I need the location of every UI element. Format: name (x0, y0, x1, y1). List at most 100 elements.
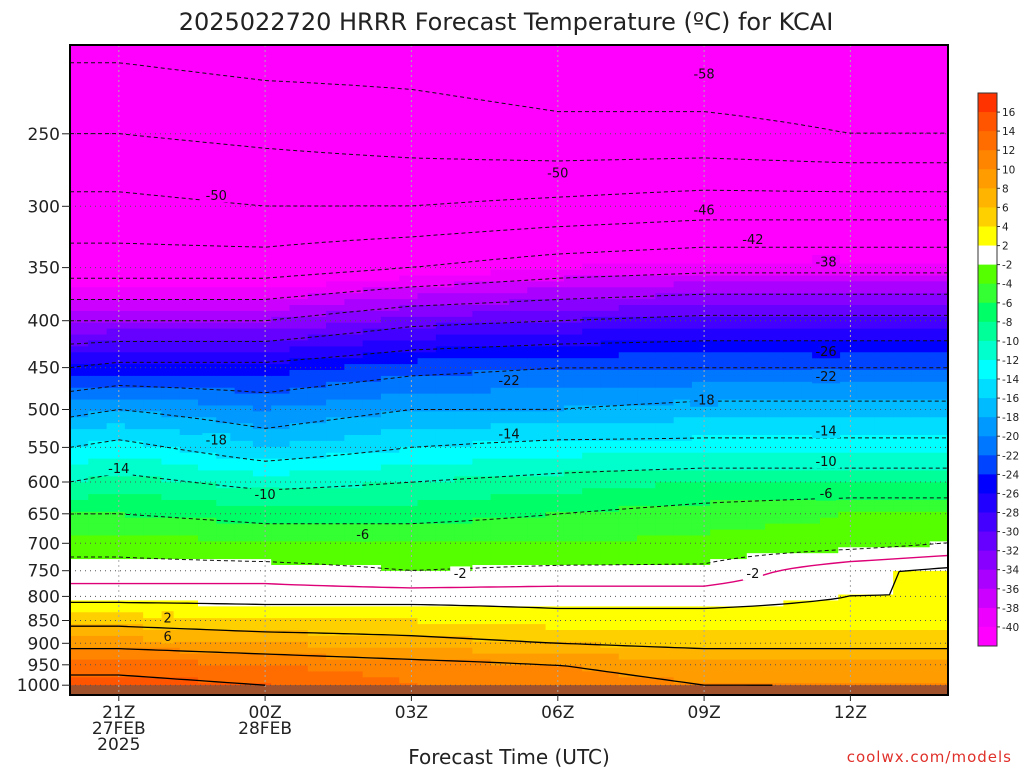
fill-cell (545, 358, 565, 365)
fill-cell (710, 635, 730, 643)
fill-cell (88, 612, 108, 619)
fill-cell (710, 505, 730, 513)
fill-cell (582, 133, 602, 141)
fill-cell (362, 440, 382, 448)
fill-cell (472, 653, 492, 661)
fill-cell (710, 50, 730, 58)
fill-cell (234, 612, 254, 619)
fill-cell (801, 600, 821, 607)
fill-cell (380, 316, 400, 324)
fill-cell (783, 352, 803, 359)
fill-cell (380, 547, 400, 554)
fill-cell (179, 80, 199, 87)
fill-cell (801, 488, 821, 495)
fill-cell (271, 440, 291, 448)
fill-cell (874, 234, 894, 241)
fill-cell (490, 523, 510, 531)
fill-cell (691, 80, 711, 87)
fill-cell (88, 74, 108, 82)
fill-cell (362, 328, 382, 336)
fill-cell (124, 210, 144, 217)
fill-cell (252, 618, 272, 625)
fill-cell (179, 145, 199, 152)
fill-cell (326, 80, 345, 87)
fill-cell (399, 228, 419, 235)
fill-cell (435, 606, 455, 613)
fill-cell (563, 139, 583, 147)
fill-cell (490, 50, 510, 58)
fill-cell (801, 281, 821, 288)
fill-cell (874, 287, 894, 294)
fill-cell (582, 659, 602, 667)
fill-cell (728, 263, 748, 271)
fill-cell (746, 618, 766, 625)
fill-cell (399, 470, 419, 477)
fill-cell (563, 234, 583, 241)
fill-cell (563, 80, 583, 87)
fill-cell (161, 606, 181, 613)
fill-cell (472, 56, 492, 64)
fill-cell (380, 192, 400, 200)
fill-cell (563, 458, 583, 466)
fill-cell (307, 50, 327, 58)
fill-cell (289, 505, 309, 513)
fill-cell (252, 257, 272, 265)
fill-cell (600, 488, 620, 495)
fill-cell (124, 411, 144, 418)
fill-cell (344, 110, 364, 117)
fill-cell (380, 488, 400, 495)
fill-cell (728, 240, 748, 247)
fill-cell (728, 334, 748, 342)
fill-cell (344, 216, 364, 223)
fill-cell (856, 600, 876, 607)
fill-cell (545, 139, 565, 147)
fill-cell (509, 529, 528, 537)
fill-cell (691, 647, 711, 655)
fill-cell (70, 559, 89, 566)
fill-cell (490, 334, 510, 342)
fill-cell (399, 216, 419, 223)
fill-cell (399, 139, 419, 147)
fill-cell (545, 488, 565, 495)
fill-cell (70, 86, 89, 93)
fill-cell (582, 257, 602, 265)
fill-cell (362, 452, 382, 460)
fill-cell (307, 251, 327, 259)
fill-cell (710, 240, 730, 247)
fill-cell (563, 375, 583, 383)
fill-cell (362, 310, 382, 318)
fill-cell (783, 163, 803, 170)
fill-cell (819, 228, 839, 235)
fill-cell (106, 523, 126, 531)
fill-cell (161, 494, 181, 501)
fill-cell (801, 322, 821, 330)
fill-cell (673, 352, 693, 359)
fill-cell (856, 281, 876, 288)
fill-cell (252, 582, 272, 590)
fill-cell (435, 56, 455, 64)
fill-cell (198, 299, 217, 306)
fill-cell (289, 381, 309, 389)
fill-cell (819, 240, 839, 247)
fill-cell (691, 470, 711, 477)
fill-cell (454, 145, 474, 152)
fill-cell (454, 547, 474, 554)
fill-cell (143, 310, 163, 318)
fill-cell (344, 358, 364, 365)
fill-cell (490, 370, 510, 377)
fill-cell (838, 429, 858, 436)
fill-cell (838, 322, 858, 330)
fill-cell (563, 482, 583, 489)
fill-cell (380, 582, 400, 590)
fill-cell (618, 163, 638, 170)
fill-cell (289, 163, 309, 170)
fill-cell (198, 45, 217, 52)
fill-cell (728, 559, 748, 566)
fill-cell (124, 529, 144, 537)
fill-cell (490, 86, 510, 93)
fill-cell (600, 547, 620, 554)
fill-cell (289, 500, 309, 507)
fill-cell (143, 104, 163, 111)
fill-cell (417, 470, 437, 477)
fill-cell (399, 175, 419, 182)
